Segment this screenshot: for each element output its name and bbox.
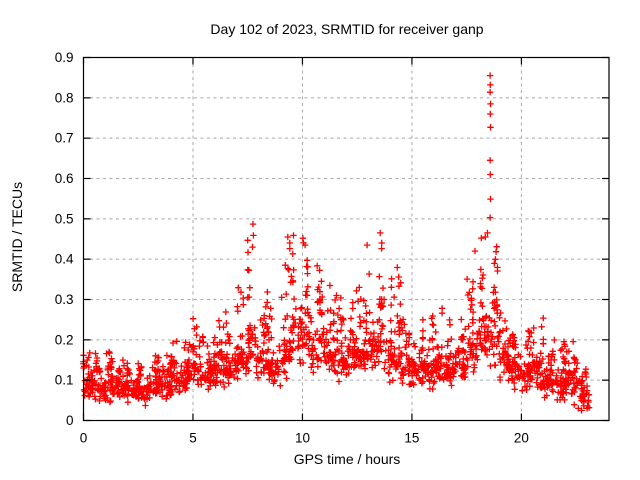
y-tick-label: 0.7 bbox=[55, 131, 74, 146]
x-tick-label: 20 bbox=[514, 431, 529, 446]
y-tick-label: 0.3 bbox=[55, 292, 74, 307]
y-tick-label: 0.5 bbox=[55, 211, 74, 226]
x-tick-label: 15 bbox=[404, 431, 419, 446]
plot-border bbox=[82, 56, 610, 422]
x-tick-label: 5 bbox=[189, 431, 197, 446]
y-tick-label: 0 bbox=[66, 413, 74, 428]
x-tick-label: 0 bbox=[80, 431, 88, 446]
y-tick-label: 0.9 bbox=[55, 50, 74, 65]
y-tick-label: 0.4 bbox=[55, 252, 74, 267]
x-tick-label: 10 bbox=[295, 431, 310, 446]
x-axis-label: GPS time / hours bbox=[293, 451, 401, 467]
chart-title: Day 102 of 2023, SRMTID for receiver gan… bbox=[210, 21, 484, 37]
y-tick-label: 0.1 bbox=[55, 373, 74, 388]
y-axis-label-text: SRMTID / TECUs bbox=[9, 181, 25, 293]
y-tick-label: 0.2 bbox=[55, 332, 74, 347]
data-points bbox=[80, 72, 593, 414]
y-tick-label: 0.6 bbox=[55, 171, 74, 186]
y-tick-label: 0.8 bbox=[55, 90, 74, 105]
